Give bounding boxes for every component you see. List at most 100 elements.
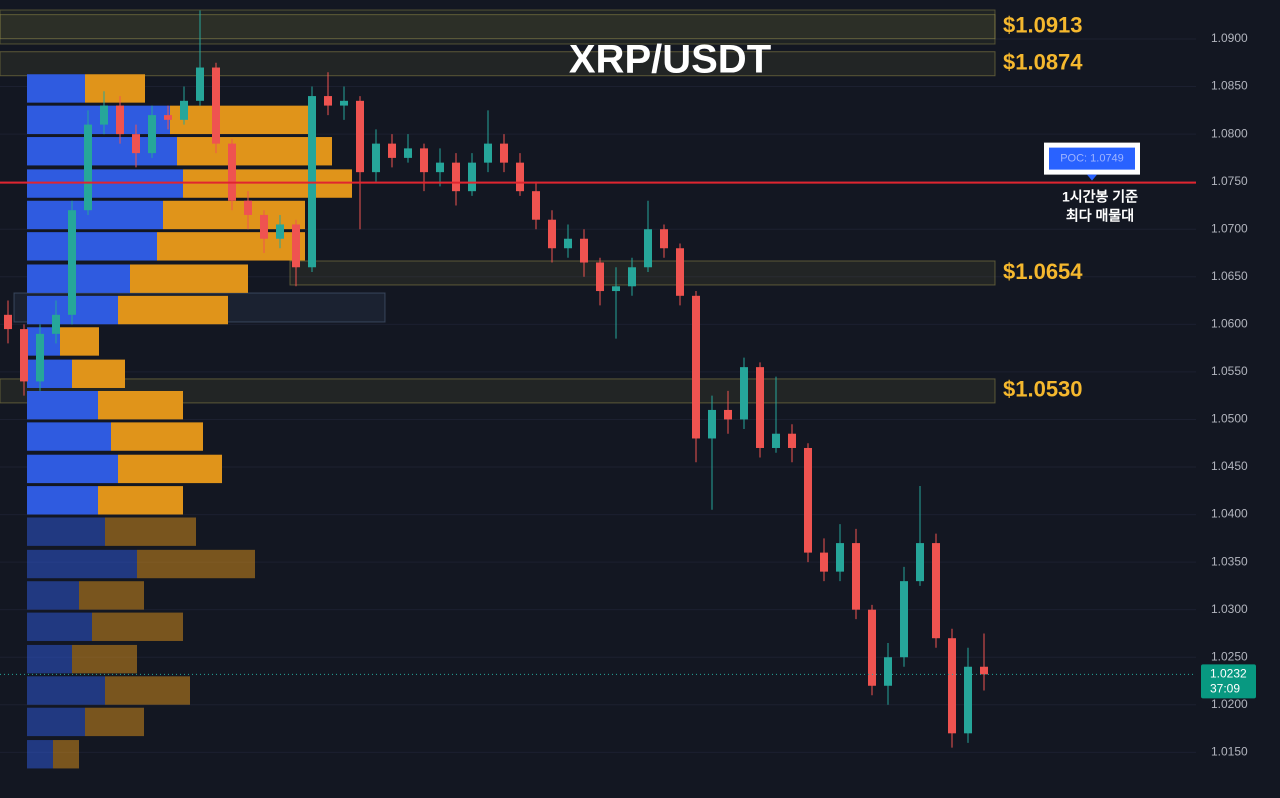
candle-body <box>372 143 380 173</box>
profile-sell <box>111 422 203 451</box>
candle-body <box>932 543 940 639</box>
candle-body <box>628 267 636 287</box>
candle-body <box>884 657 892 686</box>
candle-body <box>436 162 444 173</box>
candle-body <box>468 162 476 192</box>
candle-body <box>692 295 700 439</box>
candle-body <box>68 210 76 315</box>
candle-body <box>212 67 220 144</box>
candle-body <box>612 286 620 292</box>
candle-body <box>340 100 348 106</box>
y-tick-label: 1.0850 <box>1211 79 1248 93</box>
candle-body <box>36 333 44 382</box>
profile-sell <box>118 295 228 325</box>
profile-buy <box>27 264 130 293</box>
candle-body <box>244 200 252 215</box>
level-zone <box>0 14 996 40</box>
level-label: $1.0654 <box>1003 259 1083 284</box>
candle-body <box>644 229 652 268</box>
candle-body <box>4 314 12 330</box>
profile-buy <box>27 422 111 451</box>
poc-pointer <box>1087 174 1097 181</box>
candle-body <box>116 105 124 135</box>
candle-body <box>196 67 204 101</box>
candle-body <box>676 248 684 296</box>
profile-sell <box>170 105 310 135</box>
candle-body <box>52 314 60 334</box>
profile-sell <box>105 517 196 546</box>
profile-sell <box>118 454 222 484</box>
y-tick-label: 1.0200 <box>1211 697 1248 711</box>
profile-sell <box>53 740 79 769</box>
level-label: $1.0530 <box>1003 377 1083 402</box>
candle-body <box>596 262 604 292</box>
candle-body <box>324 96 332 106</box>
candle-body <box>388 143 396 158</box>
candle-body <box>916 543 924 582</box>
y-tick-label: 1.0450 <box>1211 459 1248 473</box>
y-tick-label: 1.0600 <box>1211 317 1248 331</box>
candle-body <box>564 238 572 249</box>
y-tick-label: 1.0400 <box>1211 507 1248 521</box>
candle-body <box>148 115 156 154</box>
candle-body <box>740 367 748 420</box>
profile-buy <box>27 105 170 135</box>
candle-body <box>484 143 492 163</box>
candle-body <box>420 148 428 173</box>
candle-body <box>100 105 108 125</box>
candle-body <box>180 100 188 120</box>
y-tick-label: 1.0750 <box>1211 174 1248 188</box>
profile-buy <box>27 612 92 641</box>
poc-label: POC: 1.0749 <box>1060 153 1124 165</box>
candle-body <box>164 115 172 120</box>
candle-body <box>852 543 860 610</box>
profile-buy <box>27 676 105 705</box>
profile-sell <box>105 676 190 705</box>
profile-buy <box>27 200 163 230</box>
candle-body <box>84 124 92 211</box>
candle-body <box>132 134 140 154</box>
candle-body <box>756 367 764 448</box>
level-zone <box>0 51 996 77</box>
candle-body <box>260 214 268 239</box>
candle-body <box>20 329 28 382</box>
profile-buy <box>27 517 105 546</box>
y-tick-label: 1.0300 <box>1211 602 1248 616</box>
profile-buy <box>27 707 85 737</box>
candle-body <box>276 224 284 239</box>
candle-body <box>516 162 524 192</box>
profile-buy <box>27 232 157 261</box>
candle-body <box>948 638 956 734</box>
y-tick-label: 1.0550 <box>1211 364 1248 378</box>
profile-buy <box>27 740 53 769</box>
y-tick-label: 1.0500 <box>1211 412 1248 426</box>
y-tick-label: 1.0650 <box>1211 269 1248 283</box>
profile-buy <box>27 581 79 610</box>
countdown: 37:09 <box>1210 682 1240 696</box>
profile-sell <box>163 200 305 230</box>
y-tick-label: 1.0350 <box>1211 554 1248 568</box>
profile-sell <box>60 327 99 356</box>
profile-sell <box>130 264 248 293</box>
candle-body <box>532 191 540 220</box>
profile-buy <box>27 74 85 103</box>
candle-body <box>868 609 876 686</box>
candle-body <box>724 409 732 420</box>
zone-box <box>0 9 996 45</box>
candle-body <box>660 229 668 249</box>
chart-title: XRP/USDT <box>569 38 771 82</box>
current-price-box <box>1201 664 1256 699</box>
profile-buy <box>27 390 98 420</box>
level-zone <box>289 260 996 286</box>
profile-sell <box>85 74 145 103</box>
profile-sell <box>72 644 137 674</box>
profile-buy <box>27 359 72 388</box>
y-tick-label: 1.0250 <box>1211 649 1248 663</box>
candle-body <box>804 447 812 553</box>
annotation: 최다 매물대 <box>1066 207 1134 223</box>
candle-body <box>548 219 556 249</box>
candle-body <box>580 238 588 263</box>
current-price-label: 1.0232 <box>1210 667 1247 681</box>
profile-sell <box>137 549 255 579</box>
